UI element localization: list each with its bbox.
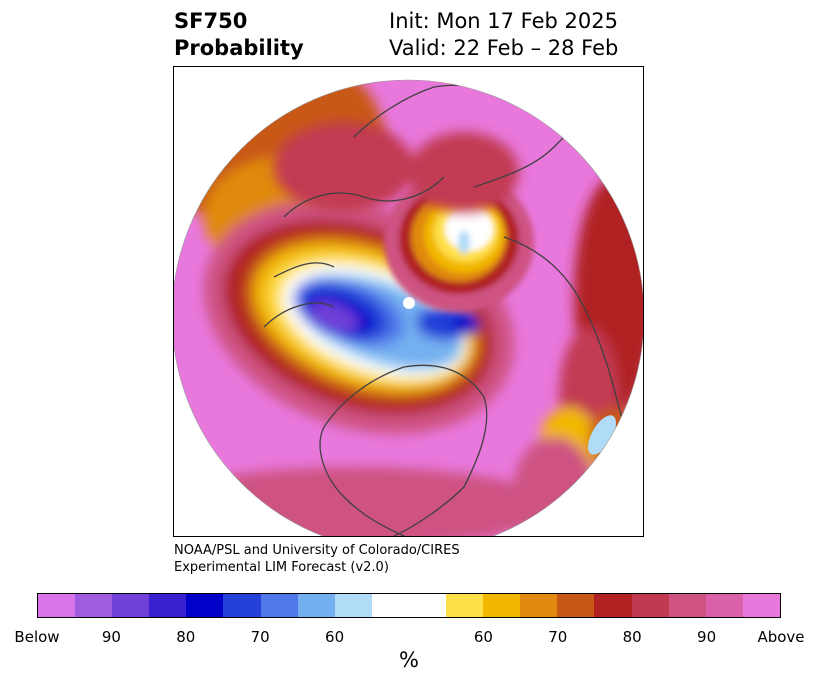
- colorbar-tick-label: 60: [473, 628, 493, 646]
- colorbar-unit: %: [399, 648, 419, 672]
- valid-range: Valid: 22 Feb – 28 Feb: [389, 36, 619, 60]
- colorbar-tick-label: Below: [14, 628, 60, 646]
- colorbar-tick-label: 70: [548, 628, 568, 646]
- credit-text: NOAA/PSL and University of Colorado/CIRE…: [174, 542, 460, 576]
- colorbar-tick-label: Above: [757, 628, 805, 646]
- colorbar-tick-label: 80: [176, 628, 196, 646]
- colorbar-segment: [371, 594, 409, 617]
- colorbar-segment: [297, 594, 335, 617]
- colorbar-segment: [186, 594, 224, 617]
- colorbar: [37, 593, 781, 618]
- colorbar-segment: [38, 594, 76, 617]
- credit-line-2: Experimental LIM Forecast (v2.0): [174, 560, 389, 575]
- colorbar-segment: [446, 594, 484, 617]
- colorbar-tick-label: 90: [101, 628, 121, 646]
- probability-map-svg: [174, 79, 643, 536]
- colorbar-segment: [557, 594, 595, 617]
- colorbar-tick-label: 90: [697, 628, 717, 646]
- title-product: Probability: [174, 36, 304, 60]
- colorbar-segment: [223, 594, 261, 617]
- colorbar-segment: [75, 594, 113, 617]
- map-title: SF750 Probability: [174, 8, 304, 62]
- probability-field: [174, 80, 643, 536]
- colorbar-segment: [483, 594, 521, 617]
- colorbar-tick-label: 60: [325, 628, 345, 646]
- colorbar-segment: [149, 594, 187, 617]
- forecast-dates: Init: Mon 17 Feb 2025 Valid: 22 Feb – 28…: [389, 8, 618, 62]
- colorbar-segment: [334, 594, 372, 617]
- colorbar-segment: [594, 594, 632, 617]
- colorbar-tick-label: 80: [622, 628, 642, 646]
- colorbar-segment: [668, 594, 706, 617]
- colorbar-segment: [742, 594, 780, 617]
- title-variable: SF750: [174, 9, 248, 33]
- colorbar-segment: [631, 594, 669, 617]
- colorbar-segment: [520, 594, 558, 617]
- credit-line-1: NOAA/PSL and University of Colorado/CIRE…: [174, 543, 460, 558]
- colorbar-segment: [260, 594, 298, 617]
- colorbar-segment: [408, 594, 447, 617]
- init-date: Init: Mon 17 Feb 2025: [389, 9, 618, 33]
- colorbar-tick-label: 70: [250, 628, 270, 646]
- colorbar-segment: [112, 594, 150, 617]
- colorbar-segment: [705, 594, 743, 617]
- polar-map: [173, 66, 644, 537]
